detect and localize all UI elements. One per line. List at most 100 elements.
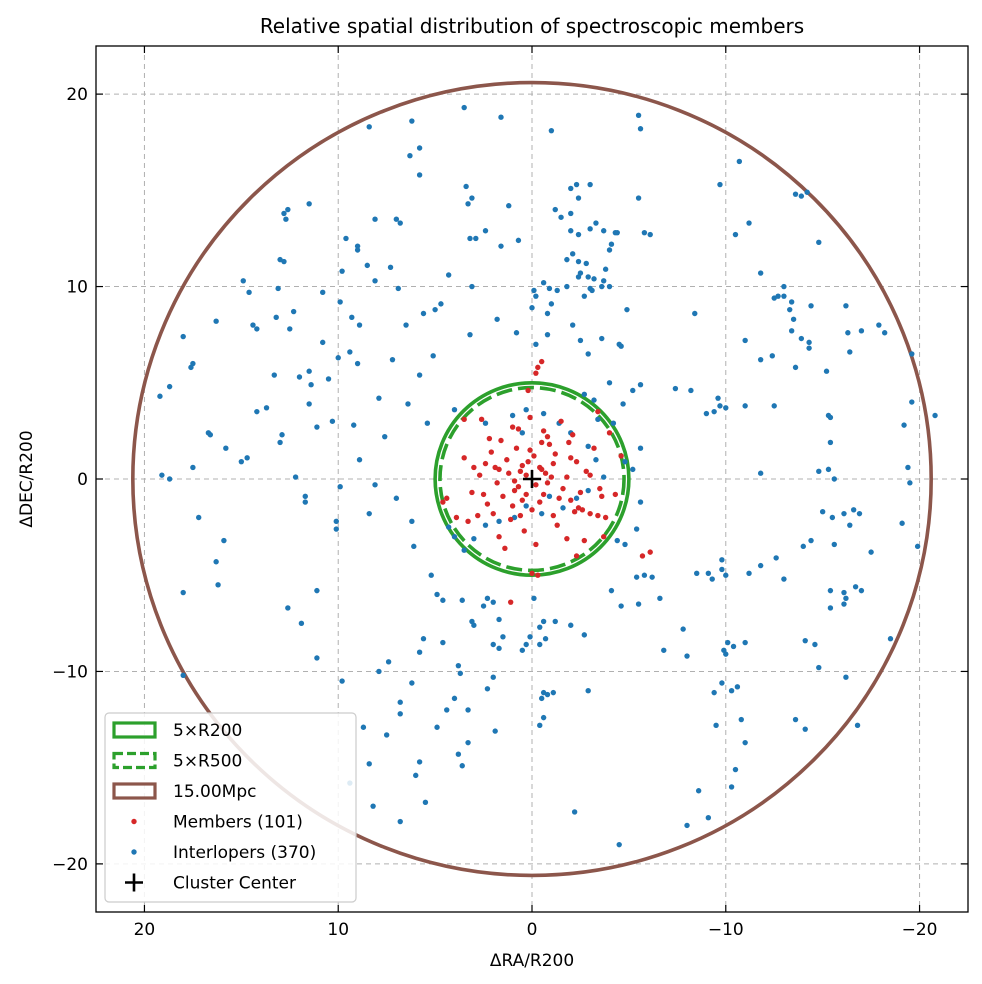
interloper-point	[932, 412, 938, 419]
interloper-point	[550, 689, 557, 696]
interloper-point	[606, 247, 613, 253]
interloper-point	[827, 605, 834, 611]
member-point	[480, 491, 487, 498]
interloper-point	[705, 570, 712, 576]
interloper-point	[527, 634, 533, 640]
member-point	[511, 478, 518, 484]
interloper-point	[529, 305, 535, 311]
member-point	[537, 464, 543, 471]
interloper-point	[732, 766, 739, 773]
interloper-point	[788, 328, 795, 334]
member-point	[538, 439, 545, 446]
interloper-point	[496, 518, 502, 525]
member-point	[488, 449, 495, 455]
interloper-point	[577, 337, 584, 344]
interloper-point	[445, 524, 452, 530]
interloper-point	[320, 289, 326, 296]
member-point	[579, 507, 586, 513]
member-point	[533, 541, 539, 548]
interloper-point	[554, 287, 560, 294]
interloper-point	[159, 472, 165, 478]
interloper-point	[816, 239, 822, 245]
interloper-point	[397, 699, 403, 705]
interloper-point	[589, 287, 595, 294]
interloper-point	[306, 201, 312, 207]
interloper-point	[552, 206, 558, 213]
member-point	[597, 485, 603, 492]
member-point	[525, 458, 531, 465]
interloper-point	[540, 280, 547, 286]
interloper-point	[635, 112, 642, 118]
interloper-point	[649, 574, 655, 580]
interloper-point	[546, 493, 553, 500]
interloper-point	[403, 322, 409, 328]
interloper-point	[302, 493, 308, 500]
interloper-point	[602, 266, 609, 272]
x-tick-label: −20	[902, 920, 938, 940]
interloper-point	[440, 639, 446, 646]
member-point	[602, 514, 609, 521]
interloper-point	[573, 181, 580, 188]
interloper-point	[339, 678, 345, 684]
interloper-point	[585, 351, 591, 357]
interloper-point	[349, 314, 355, 321]
legend-swatch	[112, 751, 157, 770]
interloper-point	[684, 653, 690, 659]
interloper-point	[434, 724, 440, 730]
member-point	[548, 474, 555, 480]
interloper-point	[366, 510, 372, 517]
member-point	[498, 437, 504, 444]
member-point	[486, 435, 493, 442]
member-point	[581, 537, 588, 544]
interloper-point	[180, 672, 186, 678]
interloper-point	[847, 522, 853, 528]
interloper-point	[548, 301, 555, 307]
member-point	[496, 534, 502, 540]
interloper-point	[637, 499, 644, 505]
interloper-point	[787, 306, 793, 313]
member-point	[544, 480, 551, 486]
interloper-point	[533, 341, 539, 347]
member-point	[556, 495, 562, 501]
interloper-point	[544, 691, 551, 698]
legend-item: Cluster Center	[125, 873, 296, 894]
member-point	[513, 445, 520, 451]
interloper-point	[887, 636, 894, 642]
interloper-point	[575, 231, 582, 238]
interloper-point	[798, 193, 805, 199]
interloper-point	[788, 299, 795, 305]
interloper-point	[711, 689, 717, 696]
interloper-point	[599, 335, 605, 342]
interloper-point	[385, 659, 392, 665]
interloper-point	[372, 482, 378, 488]
interloper-point	[538, 510, 545, 517]
interloper-point	[457, 670, 464, 677]
member-point	[595, 408, 601, 415]
interloper-point	[279, 432, 285, 438]
member-point	[618, 453, 624, 459]
interloper-point	[490, 641, 496, 648]
interloper-point	[725, 639, 731, 646]
interloper-point	[792, 191, 799, 197]
interloper-point	[705, 815, 712, 821]
interloper-point	[180, 333, 186, 340]
member-point	[476, 472, 483, 478]
interloper-point	[583, 260, 589, 267]
interloper-point	[905, 464, 911, 471]
interloper-point	[188, 364, 194, 371]
interloper-point	[366, 761, 372, 767]
interloper-point	[360, 724, 367, 730]
interloper-point	[405, 401, 411, 407]
interloper-point	[847, 349, 853, 355]
interloper-point	[238, 458, 245, 465]
interloper-point	[467, 235, 473, 242]
interloper-point	[496, 616, 502, 623]
interloper-point	[568, 228, 574, 234]
interloper-point	[459, 763, 465, 769]
member-point	[525, 387, 531, 394]
member-point	[599, 493, 605, 500]
interloper-point	[734, 684, 741, 690]
interloper-point	[781, 576, 787, 582]
interloper-point	[695, 788, 702, 794]
interloper-point	[552, 618, 558, 625]
